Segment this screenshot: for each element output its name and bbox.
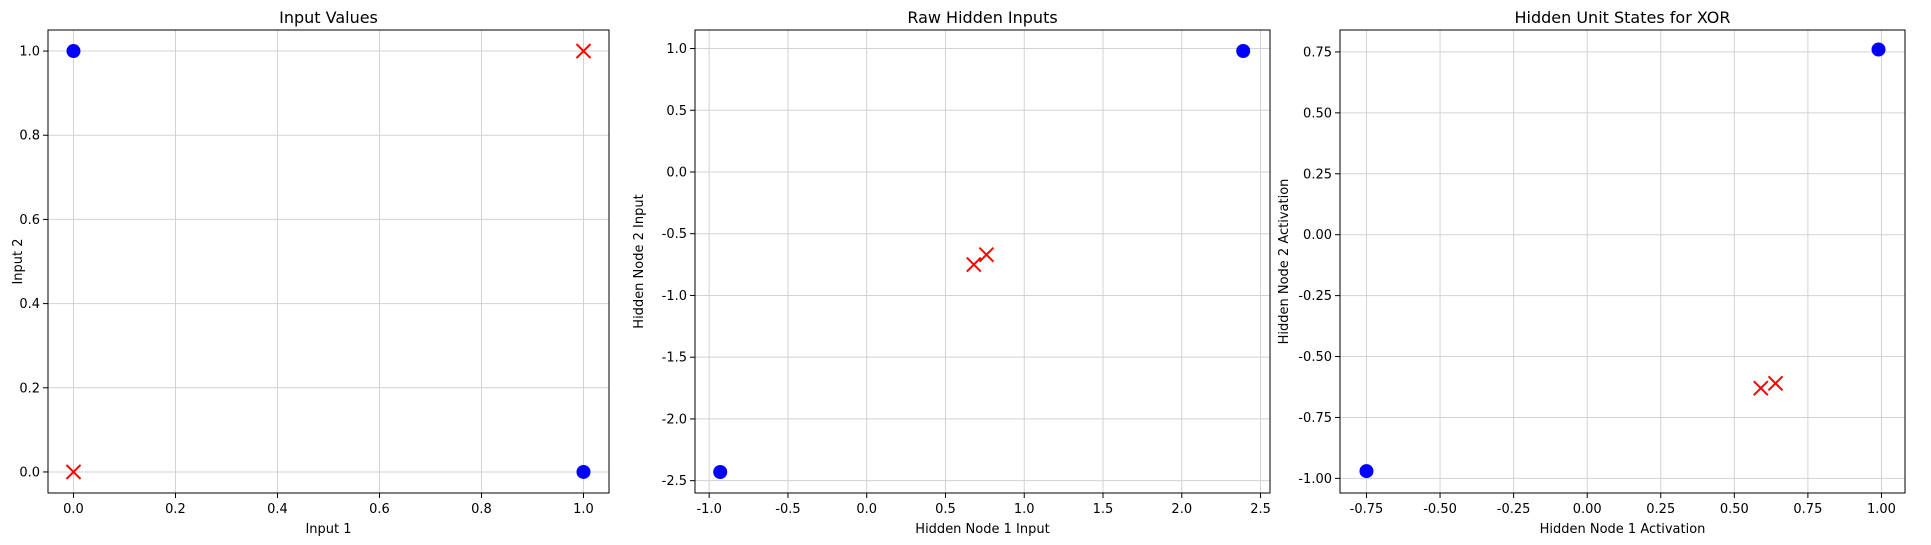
x-tick-label: 0.00 xyxy=(1573,502,1602,517)
y-tick-label: 0.0 xyxy=(19,465,40,480)
y-axis-label: Hidden Node 2 Input xyxy=(632,194,647,328)
y-tick-label: 0.8 xyxy=(19,129,40,144)
x-tick-label: 0.0 xyxy=(63,502,84,517)
x-tick-label: 0.2 xyxy=(165,502,186,517)
x-tick-label: 2.5 xyxy=(1250,502,1271,517)
x-tick-label: 0.25 xyxy=(1646,502,1675,517)
grid xyxy=(1340,30,1905,493)
chart-title: Hidden Unit States for XOR xyxy=(1514,8,1730,27)
plot-hidden-unit-states: Hidden Unit States for XOR Hidden Node 1… xyxy=(1277,8,1906,537)
x-tick-label: 1.5 xyxy=(1093,502,1114,517)
y-tick-label: -0.75 xyxy=(1298,411,1332,426)
x-tick-label: 0.50 xyxy=(1720,502,1749,517)
y-tick-label: -1.5 xyxy=(662,351,687,366)
x-tick-label: 1.00 xyxy=(1867,502,1896,517)
data-point-x xyxy=(1767,375,1784,392)
grid xyxy=(695,30,1270,493)
data-point-x xyxy=(978,247,995,263)
plot-raw-hidden-inputs: Raw Hidden Inputs Hidden Node 1 Input Hi… xyxy=(632,8,1271,537)
y-tick-label: 0.0 xyxy=(666,165,687,180)
x-tick-label: -0.50 xyxy=(1423,502,1457,517)
x-tick-label: 2.0 xyxy=(1171,502,1192,517)
y-tick-label: -2.0 xyxy=(662,412,687,427)
data-point-circle xyxy=(66,44,81,59)
chart-title: Raw Hidden Inputs xyxy=(907,8,1057,27)
plot-frame xyxy=(47,29,610,494)
x-tick-label: 0.4 xyxy=(267,502,288,517)
y-tick-label: 0.50 xyxy=(1303,106,1332,121)
data-point-circle xyxy=(576,464,591,479)
y-tick-label: -2.5 xyxy=(662,474,687,489)
grid xyxy=(48,30,609,493)
y-tick-label: 0.2 xyxy=(19,381,40,396)
y-tick-label: -0.50 xyxy=(1298,350,1332,365)
y-tick-label: -0.25 xyxy=(1298,289,1332,304)
y-tick-label: -1.0 xyxy=(662,289,687,304)
x-tick-label: -0.5 xyxy=(775,502,800,517)
y-tick-label: 1.0 xyxy=(19,45,40,60)
y-tick-label: 0.75 xyxy=(1303,45,1332,60)
x-tick-label: -0.25 xyxy=(1497,502,1531,517)
y-tick-label: 0.25 xyxy=(1303,167,1332,182)
y-tick-label: 0.00 xyxy=(1303,228,1332,243)
x-tick-label: -1.0 xyxy=(696,502,721,517)
y-tick-label: 0.4 xyxy=(19,297,40,312)
data-point-x xyxy=(966,256,982,273)
x-tick-label: 0.5 xyxy=(935,502,956,517)
x-axis-label: Hidden Node 1 Activation xyxy=(1540,522,1706,537)
y-tick-label: -0.5 xyxy=(662,227,687,242)
x-tick-label: 0.75 xyxy=(1793,502,1822,517)
y-tick-label: 0.6 xyxy=(19,213,40,228)
data-point-circle xyxy=(713,465,728,480)
x-tick-label: 1.0 xyxy=(1014,502,1035,517)
x-axis-label: Input 1 xyxy=(305,522,351,537)
y-tick-label: -1.00 xyxy=(1298,472,1332,487)
data-point-circle xyxy=(1871,42,1886,57)
x-tick-label: -0.75 xyxy=(1350,502,1384,517)
data-point-x xyxy=(65,464,82,480)
y-axis-label: Hidden Node 2 Activation xyxy=(1277,179,1292,345)
data-point-circle xyxy=(1236,43,1251,58)
plot-frame xyxy=(1339,29,1906,494)
data-point-x xyxy=(1753,380,1769,396)
x-axis-label: Hidden Node 1 Input xyxy=(915,522,1049,537)
y-tick-label: 0.5 xyxy=(666,104,687,119)
chart-title: Input Values xyxy=(279,8,378,27)
plot-frame xyxy=(694,29,1271,494)
x-tick-label: 0.0 xyxy=(856,502,877,517)
data-point-x xyxy=(575,43,592,59)
data-point-circle xyxy=(1359,464,1374,479)
x-tick-label: 0.6 xyxy=(369,502,390,517)
x-tick-label: 1.0 xyxy=(573,502,594,517)
y-axis-label: Input 2 xyxy=(11,238,26,284)
y-tick-label: 1.0 xyxy=(666,42,687,57)
x-tick-label: 0.8 xyxy=(471,502,492,517)
plot-input-values: Input Values Input 1 Input 2 0.0 0.2 0.4 0.… xyxy=(11,8,610,537)
